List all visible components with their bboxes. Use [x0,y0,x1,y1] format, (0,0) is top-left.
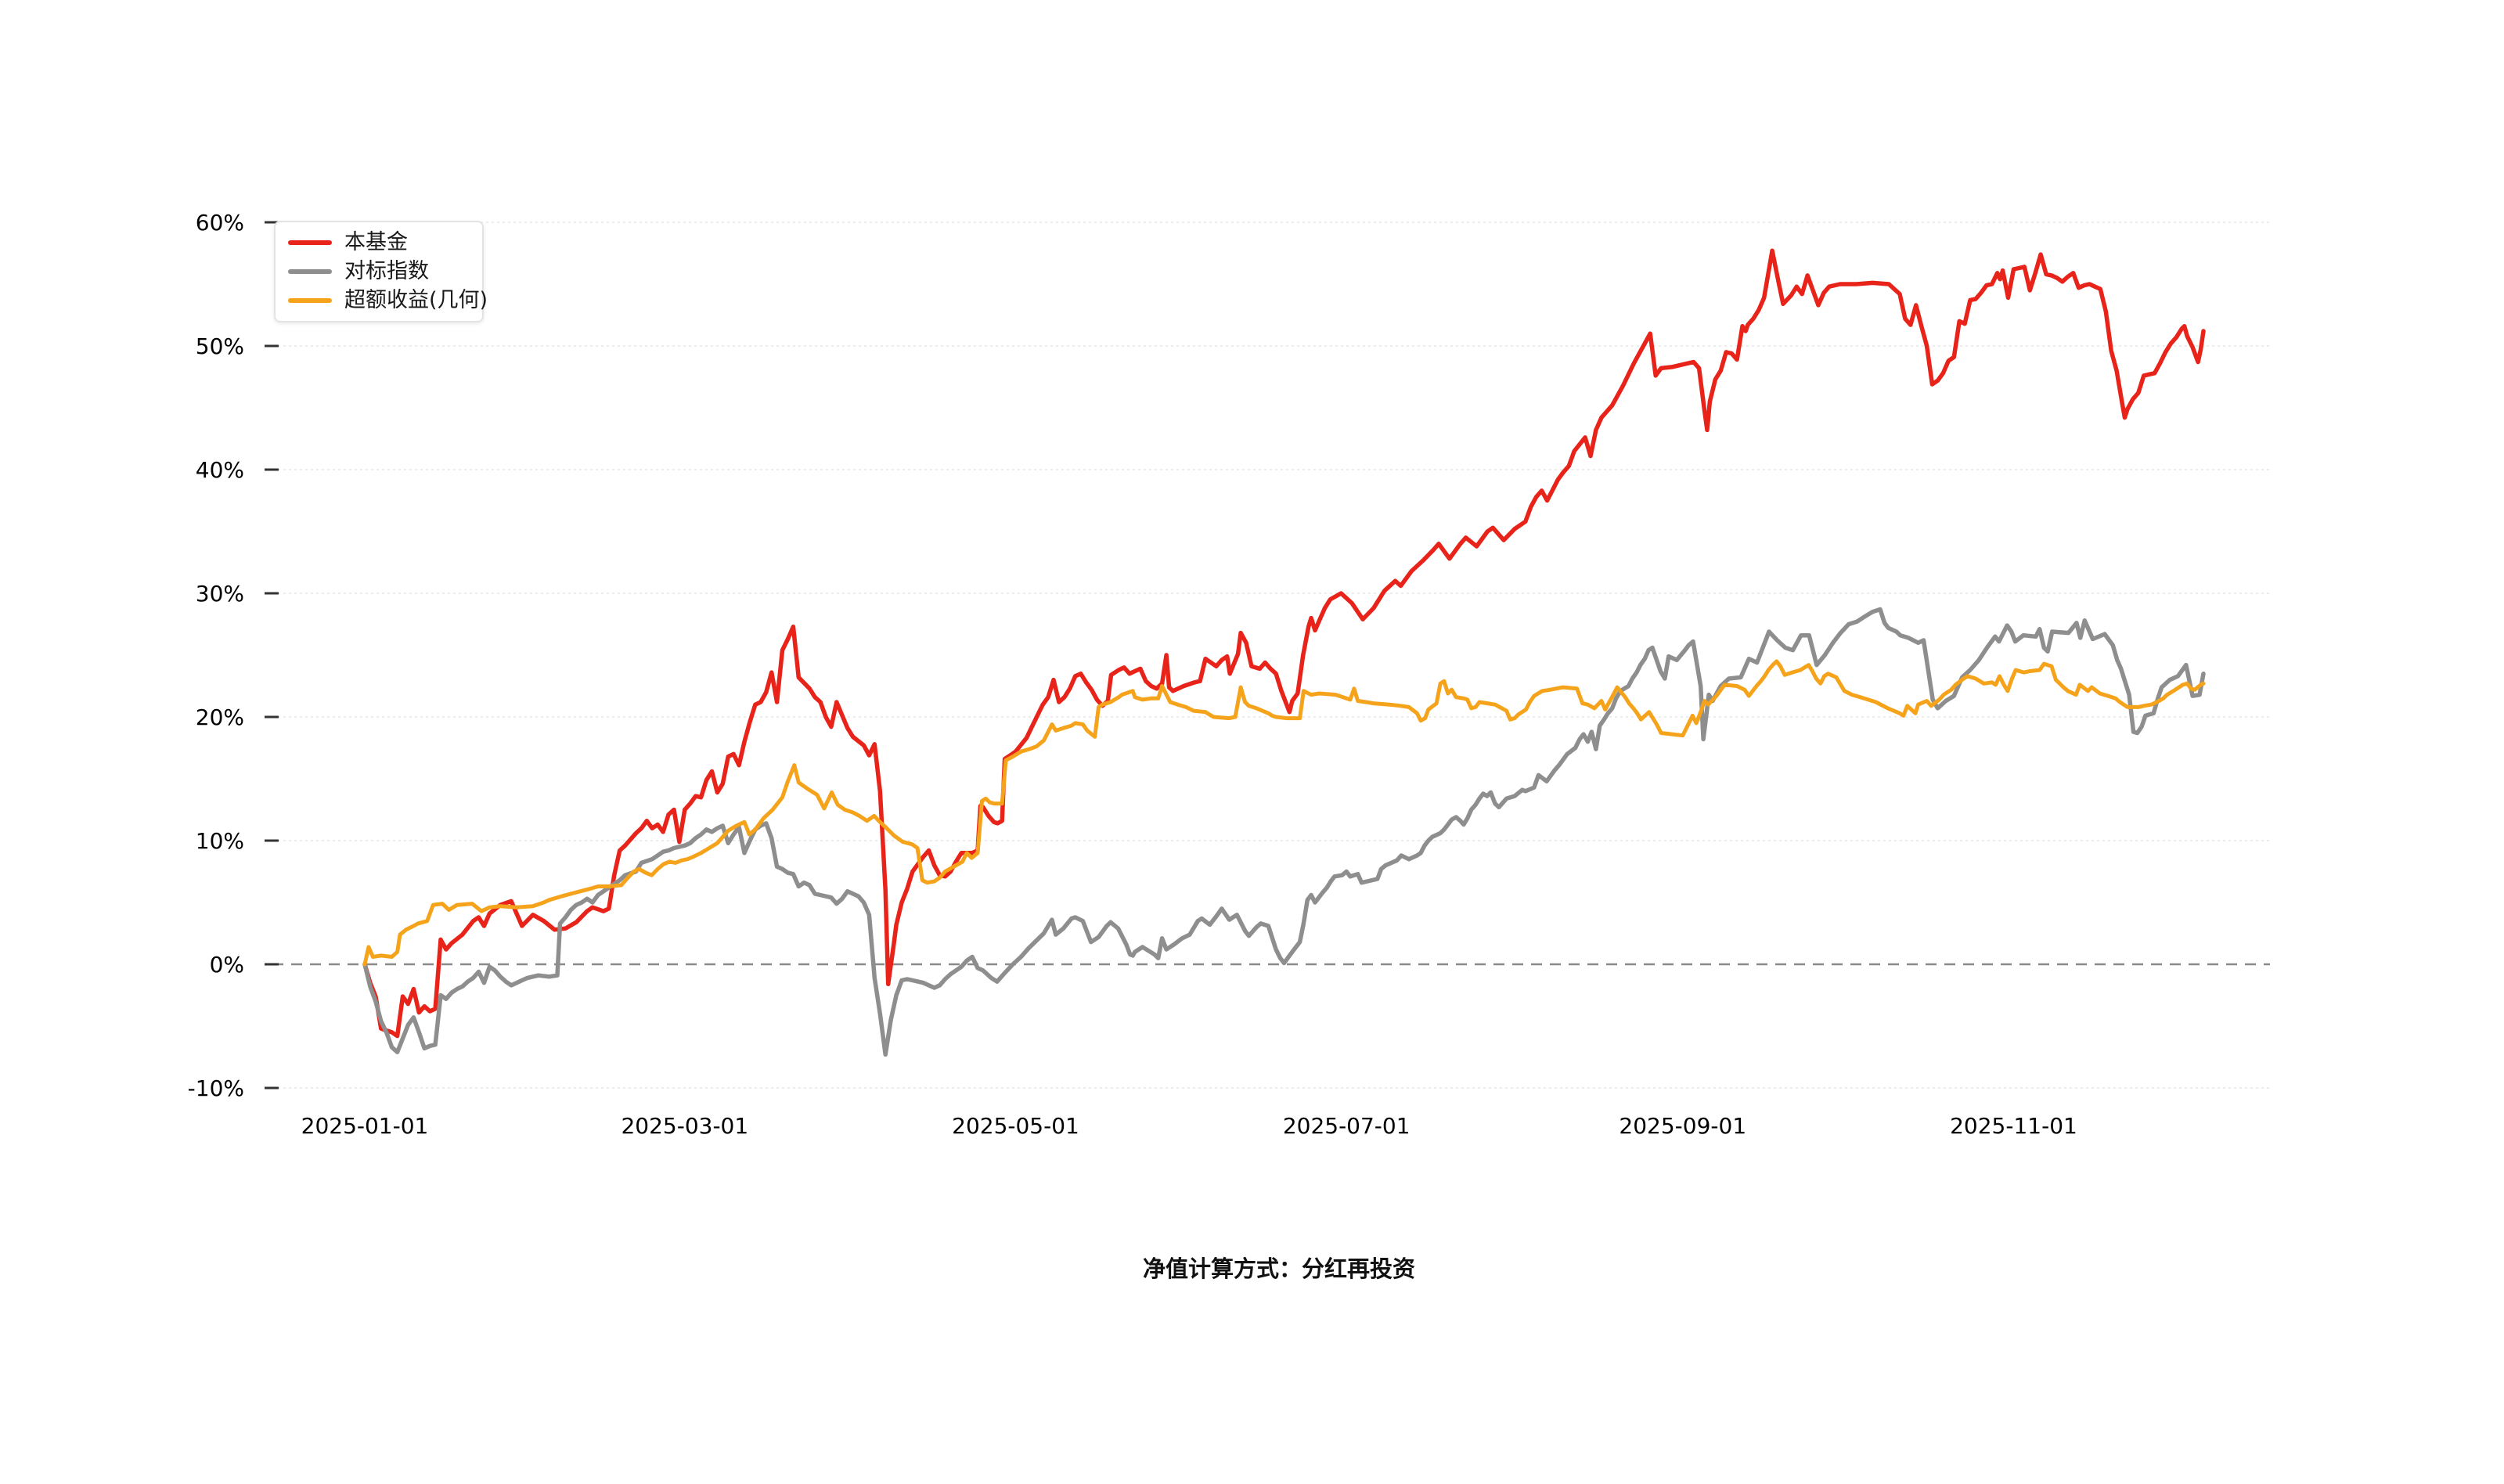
x-axis-label: 2025-07-01 [1283,1113,1411,1139]
series-line-excess-return [362,659,2206,967]
y-axis-label: 0% [210,952,244,978]
benchmark-line-swatch-icon [288,269,332,274]
legend-item-fund[interactable]: 本基金 [288,232,468,254]
series-line-benchmark [362,607,2206,1057]
legend-item-excess-return[interactable]: 超额收益(几何) [288,290,488,312]
legend-label-fund: 本基金 [344,230,408,254]
chart-legend: 本基金 对标指数 超额收益(几何) [274,221,488,322]
series-line-fund [362,248,2206,1039]
y-axis-label: 60% [196,210,244,236]
legend-item-benchmark[interactable]: 对标指数 [288,261,468,283]
y-axis-label: 10% [196,828,244,854]
x-axis-label: 2025-03-01 [621,1113,748,1139]
x-axis-label: 2025-11-01 [1950,1113,2077,1139]
nav-calculation-note: 净值计算方式：分红再投资 [1142,1255,1416,1282]
y-axis-label: -10% [188,1075,244,1101]
x-axis-label: 2025-05-01 [952,1113,1079,1139]
fund-line-swatch-icon [288,240,332,245]
y-axis-label: 30% [196,581,244,607]
y-axis-label: 50% [196,333,244,359]
legend-label-excess-return: 超额收益(几何) [344,288,488,312]
x-axis-label: 2025-09-01 [1619,1113,1746,1139]
x-axis-label: 2025-01-01 [301,1113,429,1139]
legend-label-benchmark: 对标指数 [344,259,429,283]
y-axis-label: 20% [196,704,244,730]
excess-return-line-swatch-icon [288,298,332,303]
y-axis-label: 40% [196,457,244,483]
